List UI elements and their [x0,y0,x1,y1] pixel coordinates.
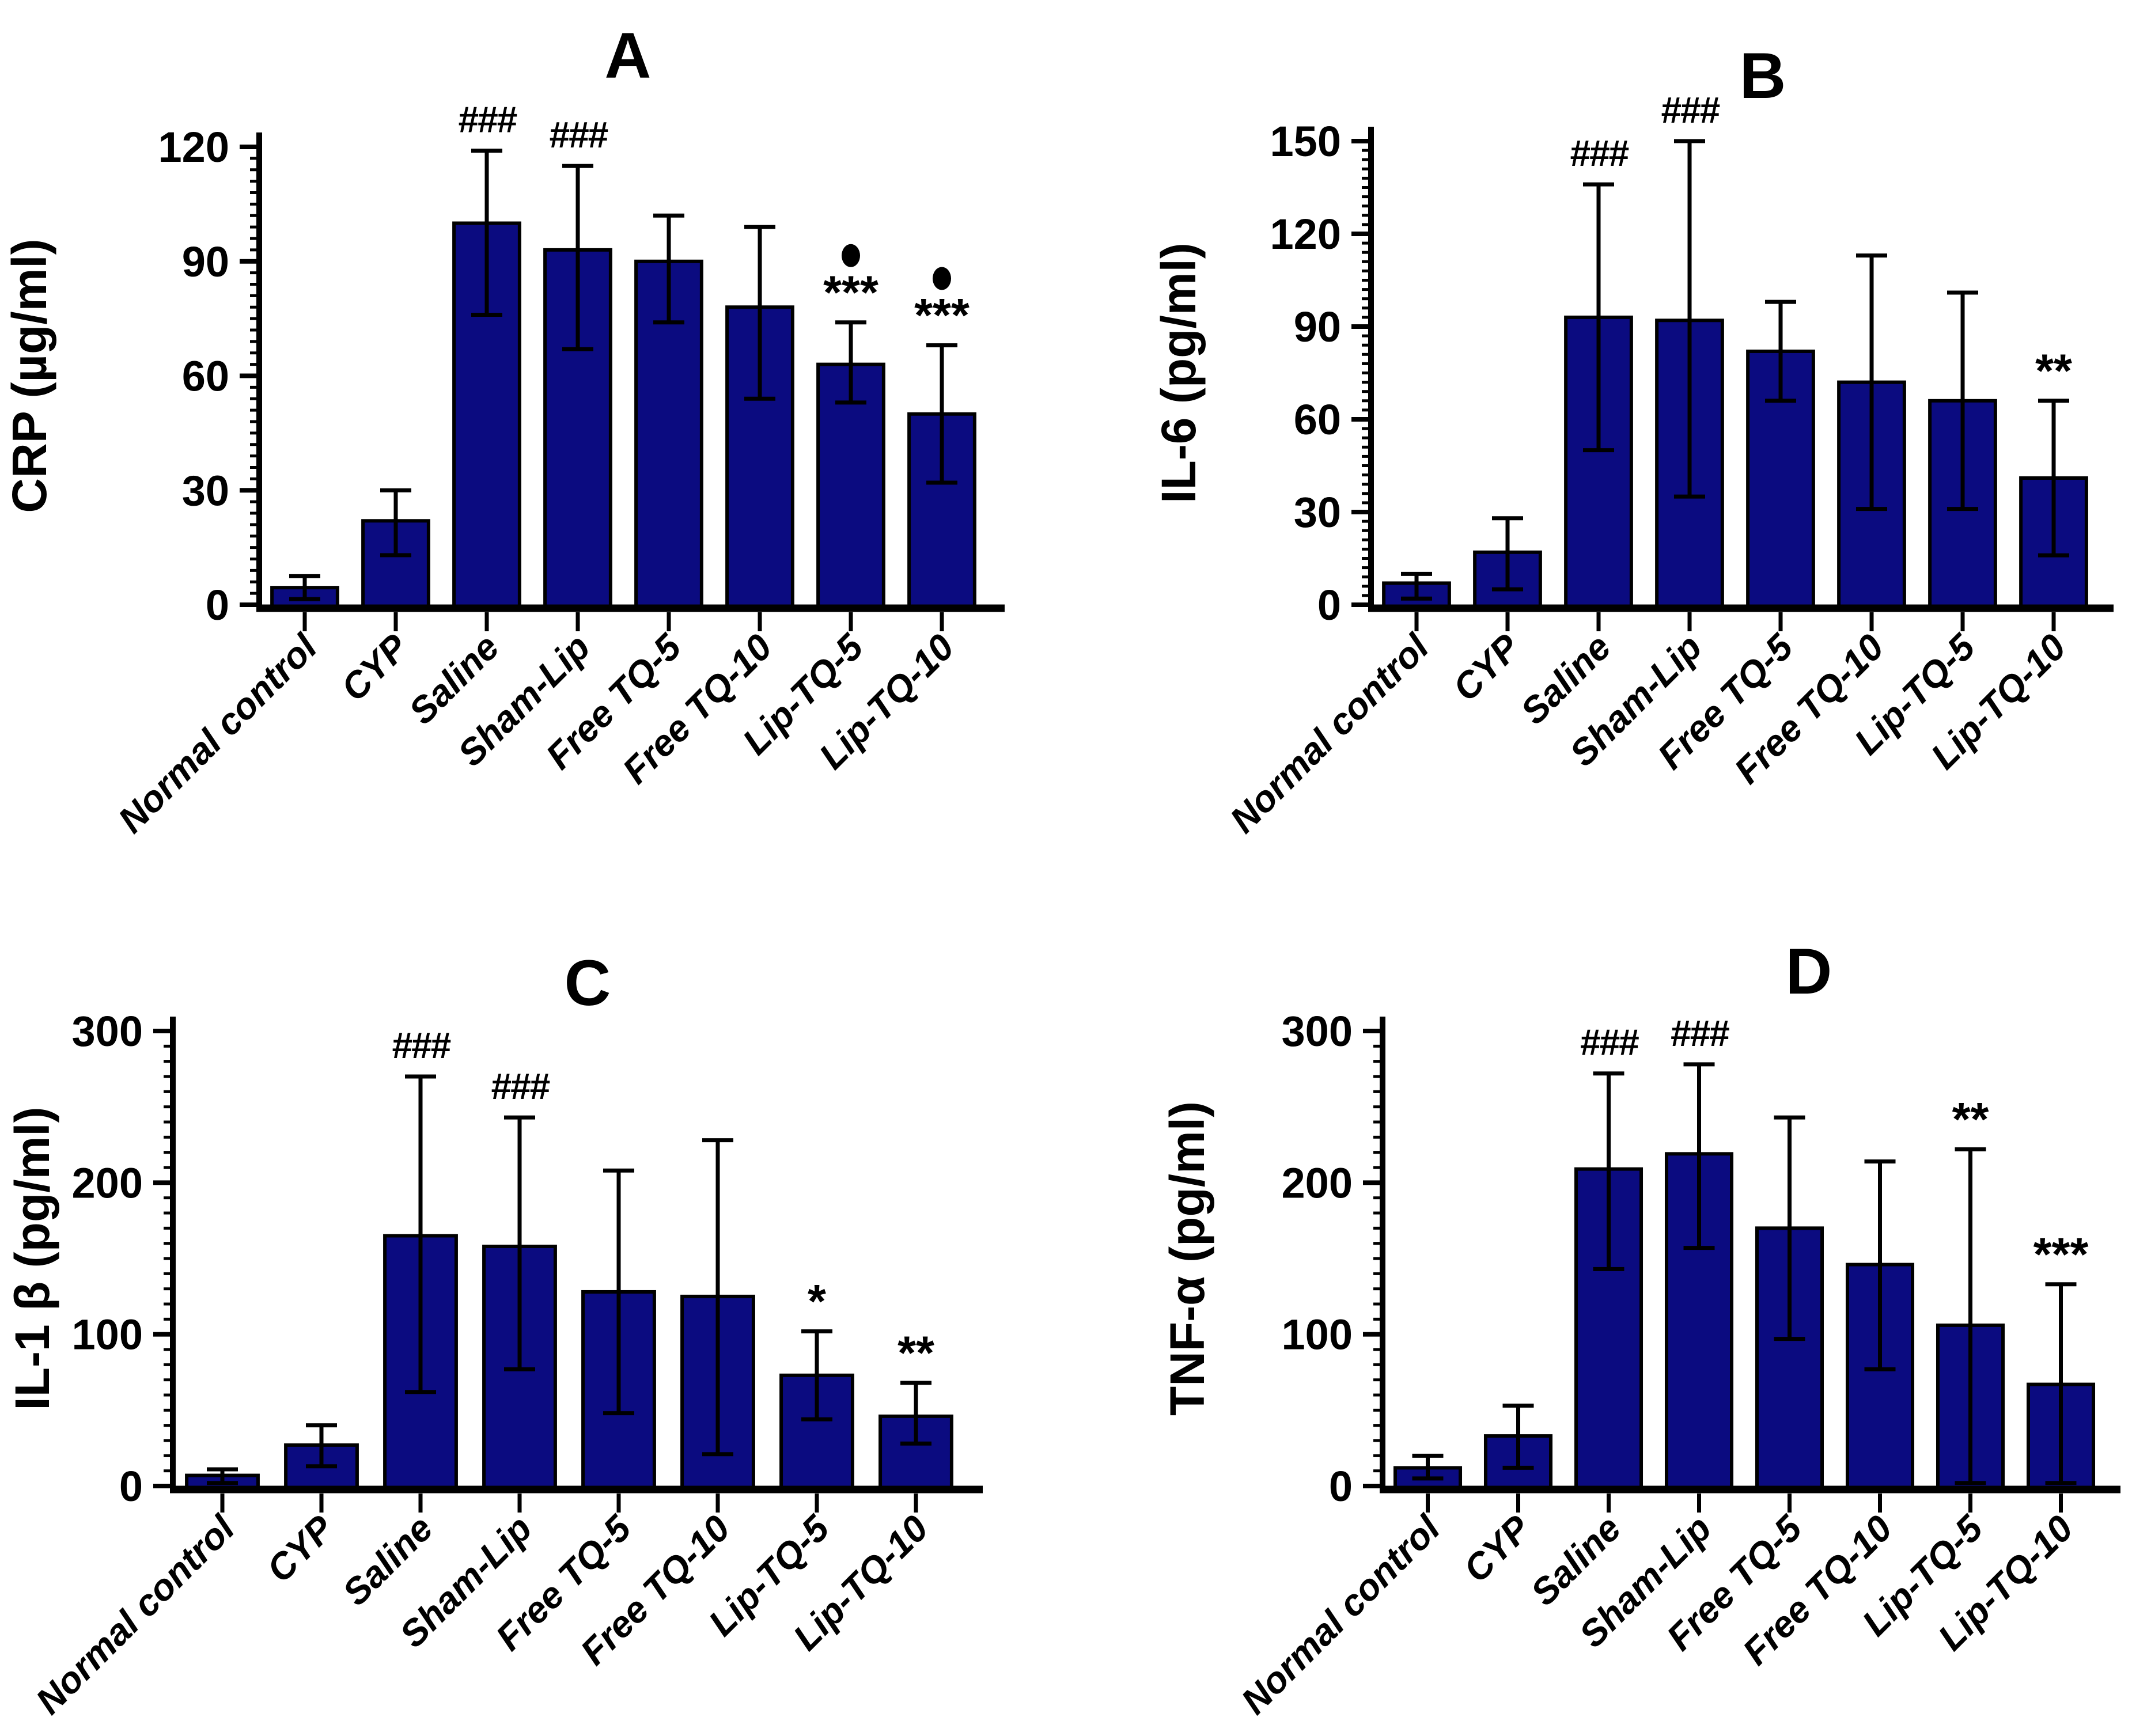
panel-D-ytick-label-0: 0 [1329,1462,1353,1510]
panel-B-ytick-label-90: 90 [1294,303,1341,351]
panel-A-ytick-label-90: 90 [182,238,229,286]
panel-D-ylabel: TNF-α (pg/ml) [1160,1101,1214,1416]
panel-D-errorbar-sham-lip [1683,1062,1715,1250]
panel-B-ytick-label-150: 150 [1270,117,1341,165]
panel-A-xlabel-normal-control: Normal control [110,626,325,841]
panel-D-errorbar-free-tq-10 [1864,1159,1896,1371]
panel-D-sig-lip-tq-5: ** [1952,1093,1989,1146]
panel-A-ytick-label-120: 120 [158,123,229,171]
panel-C-errorbar-saline [405,1074,436,1394]
panel-D-ytick-label-300: 300 [1282,1007,1353,1055]
panel-D-sig-lip-tq-10: *** [2033,1229,2089,1281]
panel-A-sig-saline: ### [458,99,517,141]
panel-A-errorbar-lip-tq-5 [835,320,866,405]
panel-A-sig-lip-tq-5: *** [823,267,878,319]
panel-A-crp-chart: Normal control CYPSaline###Sham-Lip###Fre… [2,20,1005,841]
panel-C-ytick-label-300: 300 [72,1007,143,1055]
panel-B-sig-sham-lip: ### [1661,89,1720,131]
panel-D-xlabel-cyp: CYP [1455,1507,1538,1590]
panel-D-xlabel-normal-control: Normal control [1233,1507,1449,1722]
panel-A-errorbar-saline [471,149,502,317]
panel-A-ytick-label-60: 60 [182,352,229,400]
panel-D-errorbar-lip-tq-10 [2045,1282,2077,1485]
panel-B-errorbar-saline [1583,182,1614,453]
panel-A-bar-lip-tq-5 [816,362,885,609]
panel-B-errorbar-lip-tq-5 [1947,290,1978,511]
panel-B-ytick-label-0: 0 [1317,581,1341,629]
panel-A-ylabel: CRP (µg/ml) [2,238,56,513]
panel-B-il6-chart: Normal control CYPSaline###Sham-Lip###Fre… [1152,40,2114,841]
panel-D-title: D [1786,935,1832,1007]
panel-B-sig-lip-tq-10: ** [2035,345,2072,397]
panel-B-errorbar-lip-tq-10 [2038,399,2069,558]
panel-B-xlabel-cyp: CYP [1445,626,1528,709]
panel-C-xlabel-normal-control: Normal control [28,1507,243,1722]
panel-C-ylabel: IL-1 β (pg/ml) [5,1106,59,1410]
panel-A-ytick-label-0: 0 [206,581,229,629]
panel-C-sig-lip-tq-10: ** [898,1327,934,1379]
panel-B-errorbar-sham-lip [1674,139,1705,499]
panel-A-dot-lip-tq-10 [933,267,951,290]
panel-D-ytick-label-200: 200 [1282,1159,1353,1207]
panel-B-ytick-label-30: 30 [1294,488,1341,536]
panel-C-title: C [565,947,611,1019]
panel-D-errorbar-lip-tq-5 [1955,1147,1986,1485]
panel-A-xlabel-cyp: CYP [333,626,416,709]
panel-B-sig-saline: ### [1570,132,1629,174]
panel-A-sig-sham-lip: ### [549,114,608,156]
panel-C-ytick-label-200: 200 [72,1159,143,1207]
panel-D-sig-sham-lip: ### [1670,1013,1729,1054]
panel-D-errorbar-free-tq-5 [1774,1115,1805,1341]
panel-C-ytick-label-0: 0 [119,1462,143,1510]
panel-D-ytick-label-100: 100 [1282,1311,1353,1359]
panel-B-errorbar-free-tq-5 [1765,300,1796,403]
panel-C-errorbar-free-tq-10 [702,1138,733,1457]
panel-B-title: B [1740,40,1786,112]
panel-C-errorbar-sham-lip [504,1115,535,1371]
panel-C-ytick-label-100: 100 [72,1311,143,1359]
panel-A-title: A [605,20,652,92]
panel-C-errorbar-normal-control [207,1467,238,1485]
panel-C-errorbar-free-tq-5 [603,1168,634,1416]
panel-C-il1b-chart: Normal control CYPSaline###Sham-Lip###Fre… [5,947,983,1722]
panel-B-ylabel: IL-6 (pg/ml) [1152,242,1206,503]
panel-C-xlabel-cyp: CYP [259,1507,342,1590]
panel-A-ytick-label-30: 30 [182,467,229,514]
panel-A-dot-lip-tq-5 [842,244,860,267]
panel-D-errorbar-saline [1593,1071,1624,1271]
panel-B-ytick-label-60: 60 [1294,396,1341,444]
panel-C-errorbar-cyp [306,1423,337,1469]
panel-B-ytick-label-120: 120 [1270,210,1341,258]
panel-A-errorbar-free-tq-10 [744,225,775,401]
panel-A-errorbar-normal-control [289,574,320,601]
panel-C-sig-lip-tq-5: * [808,1275,826,1328]
panel-D-tnfa-chart: Normal control CYPSaline###Sham-Lip###Fre… [1160,935,2120,1722]
panel-C-sig-saline: ### [392,1025,451,1066]
panel-B-errorbar-free-tq-10 [1856,253,1887,511]
panel-D-errorbar-cyp [1502,1403,1534,1470]
panel-D-errorbar-normal-control [1412,1453,1444,1481]
panel-A-sig-lip-tq-10: *** [914,290,970,342]
panel-D-sig-saline: ### [1580,1022,1639,1063]
panel-A-errorbar-free-tq-5 [653,213,684,325]
panel-B-xlabel-normal-control: Normal control [1222,626,1437,841]
panel-A-errorbar-cyp [380,488,411,558]
panel-A-errorbar-lip-tq-10 [926,343,957,485]
panel-C-errorbar-lip-tq-10 [900,1381,931,1446]
panel-A-errorbar-sham-lip [562,164,593,351]
panel-C-errorbar-lip-tq-5 [801,1329,832,1422]
panel-B-errorbar-cyp [1492,516,1523,592]
panel-B-errorbar-normal-control [1401,571,1432,601]
panel-C-sig-sham-lip: ### [491,1066,550,1107]
